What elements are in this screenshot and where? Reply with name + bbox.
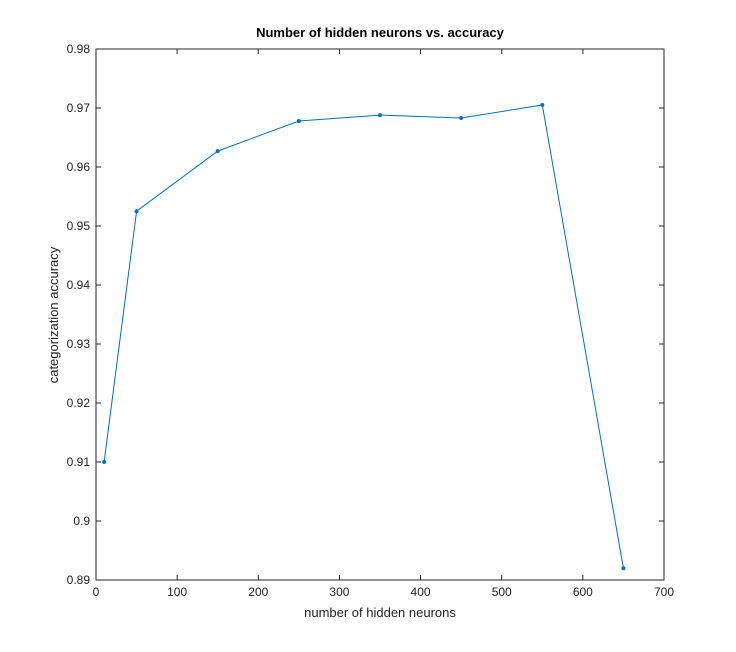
x-tick-label: 100 — [167, 585, 187, 599]
x-axis-label: number of hidden neurons — [304, 605, 456, 620]
x-tick-label: 200 — [248, 585, 268, 599]
x-tick-label: 700 — [654, 585, 674, 599]
x-tick-label: 500 — [492, 585, 512, 599]
y-tick-label: 0.91 — [67, 455, 91, 469]
y-tick-label: 0.92 — [67, 396, 91, 410]
data-point — [102, 460, 107, 464]
data-point — [540, 103, 545, 108]
y-tick-label: 0.93 — [67, 337, 91, 351]
data-point — [215, 149, 220, 154]
data-point — [134, 209, 139, 214]
y-tick-label: 0.98 — [67, 42, 91, 56]
chart-title: Number of hidden neurons vs. accuracy — [256, 25, 505, 40]
y-tick-label: 0.89 — [67, 573, 91, 587]
data-point — [459, 116, 464, 121]
y-tick-label: 0.97 — [67, 101, 91, 115]
x-tick-label: 0 — [93, 585, 100, 599]
series-line — [103, 104, 624, 569]
y-tick-label: 0.9 — [73, 514, 90, 528]
y-axis-label: categorization accuracy — [46, 246, 61, 383]
axes-layer: 0 100 200 300 400 500 600 700 0.89 0.9 0.91 0.92 0.9… — [67, 42, 675, 599]
data-point — [378, 113, 382, 118]
y-tick-label: 0.94 — [67, 278, 91, 292]
x-tick-label: 400 — [411, 585, 431, 599]
x-tick-label: 300 — [329, 585, 349, 599]
data-point — [621, 566, 626, 571]
y-tick-label: 0.96 — [67, 160, 91, 174]
series-layer — [102, 103, 626, 571]
x-tick-label: 600 — [573, 585, 593, 599]
data-point — [296, 118, 301, 123]
plot-area — [95, 48, 665, 581]
y-tick-label: 0.95 — [67, 219, 91, 233]
